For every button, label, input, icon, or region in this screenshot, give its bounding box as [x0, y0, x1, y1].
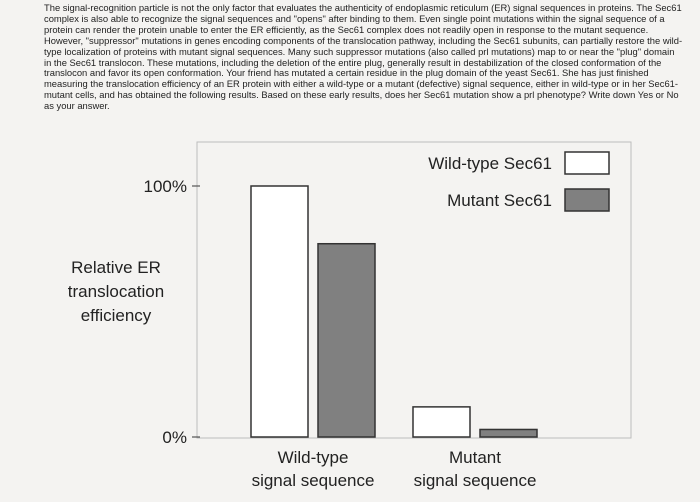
y-axis-label: Relative ER translocation efficiency [46, 256, 186, 328]
bar-wild-type-sec61-mutant-signal [412, 406, 471, 438]
y-axis-label-line-1: Relative ER [71, 258, 161, 277]
x-category-label-line: Mutant [449, 448, 501, 467]
legend-swatch [564, 188, 610, 212]
y-tick-label: 0% [162, 428, 187, 447]
plot-frame [196, 141, 632, 439]
legend-label: Mutant Sec61 [447, 191, 552, 210]
legend-label: Wild-type Sec61 [428, 154, 552, 173]
question-text: The signal-recognition particle is not t… [44, 2, 683, 112]
x-category-label-line: signal sequence [414, 471, 537, 490]
bar-mutant-sec61-mutant-signal [479, 428, 538, 438]
x-category-label-line: signal sequence [252, 471, 375, 490]
legend-swatch [564, 151, 610, 175]
bar-mutant-sec61-wt-signal [317, 242, 376, 438]
y-axis-label-line-3: efficiency [80, 306, 152, 325]
y-tick-label: 100% [144, 177, 187, 196]
x-category-label-line: Wild-type [278, 448, 349, 467]
y-axis-label-line-2: translocation [67, 282, 165, 301]
x-category-label: Wild-type signal sequence [252, 448, 375, 490]
x-category-label: Mutant signal sequence [414, 448, 537, 490]
bar-wild-type-sec61-wt-signal [250, 185, 309, 438]
